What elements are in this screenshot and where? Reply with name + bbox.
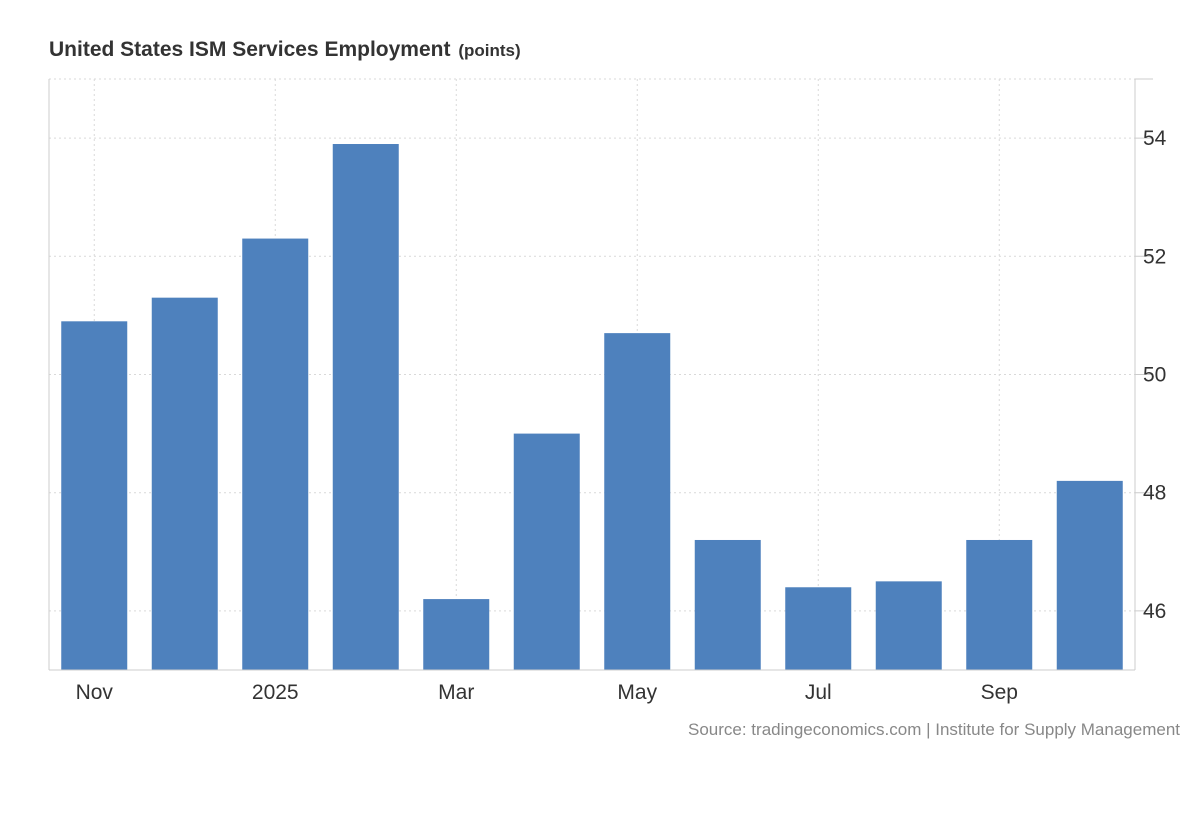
bar[interactable] xyxy=(1056,480,1123,670)
bar[interactable] xyxy=(242,238,309,670)
y-tick-label: 52 xyxy=(1143,245,1166,268)
x-tick-label: 2025 xyxy=(252,681,299,704)
bar[interactable] xyxy=(694,539,761,670)
source-note: Source: tradingeconomics.com | Institute… xyxy=(688,720,1180,739)
chart-units: (points) xyxy=(458,41,521,60)
x-tick-label: Mar xyxy=(438,681,474,704)
y-tick-label: 48 xyxy=(1143,482,1166,505)
x-tick-label: May xyxy=(617,681,657,704)
bar[interactable] xyxy=(604,333,671,670)
bars xyxy=(61,144,1123,670)
chart-title-text: United States ISM Services Employment xyxy=(49,38,451,61)
x-tick-label: Nov xyxy=(76,681,114,704)
x-tick-labels: Nov 2025 Mar May Jul Sep xyxy=(76,681,1018,704)
y-tick-label: 50 xyxy=(1143,364,1166,387)
bar[interactable] xyxy=(151,297,218,670)
x-tick-label: Jul xyxy=(805,681,832,704)
bar[interactable] xyxy=(61,321,128,670)
x-tick-label: Sep xyxy=(981,681,1018,704)
axes xyxy=(48,78,1153,671)
y-tick-label: 54 xyxy=(1143,127,1167,150)
chart-title: United States ISM Services Employment (p… xyxy=(49,38,521,62)
bar[interactable] xyxy=(513,433,580,670)
bar[interactable] xyxy=(875,581,942,670)
bar[interactable] xyxy=(785,587,852,670)
y-tick-labels: 46 48 50 52 54 xyxy=(1143,127,1167,623)
bar[interactable] xyxy=(966,539,1033,670)
bar[interactable] xyxy=(332,144,399,670)
y-tick-label: 46 xyxy=(1143,600,1166,623)
bar[interactable] xyxy=(423,599,490,670)
